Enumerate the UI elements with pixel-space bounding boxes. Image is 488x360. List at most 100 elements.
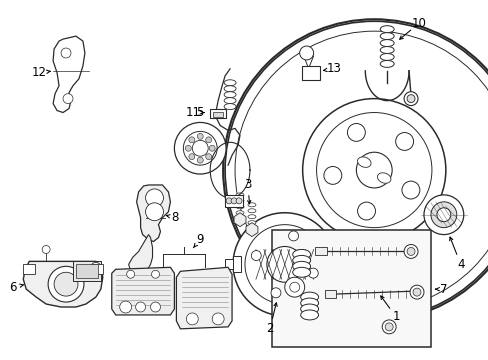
Circle shape	[183, 131, 217, 165]
Circle shape	[91, 262, 101, 272]
Circle shape	[266, 247, 302, 282]
Circle shape	[150, 302, 160, 312]
Circle shape	[385, 323, 392, 331]
Text: 5: 5	[196, 106, 203, 119]
Ellipse shape	[380, 33, 393, 40]
Circle shape	[307, 268, 318, 278]
Polygon shape	[53, 36, 85, 113]
Ellipse shape	[380, 40, 393, 46]
Ellipse shape	[300, 310, 318, 320]
Bar	[314, 247, 326, 255]
Circle shape	[192, 140, 208, 156]
Bar	[301, 66, 319, 80]
Circle shape	[403, 92, 417, 105]
Ellipse shape	[247, 227, 255, 231]
Text: 6: 6	[10, 281, 17, 294]
Circle shape	[409, 285, 423, 299]
Ellipse shape	[292, 255, 310, 265]
Ellipse shape	[224, 104, 236, 109]
Polygon shape	[23, 261, 102, 307]
Circle shape	[395, 132, 413, 150]
Circle shape	[323, 166, 341, 184]
Circle shape	[225, 198, 232, 204]
Circle shape	[48, 266, 84, 302]
Text: 10: 10	[411, 17, 426, 30]
Circle shape	[299, 46, 313, 60]
Circle shape	[382, 320, 395, 334]
Ellipse shape	[357, 157, 370, 167]
Circle shape	[188, 137, 194, 143]
Circle shape	[231, 198, 237, 204]
Polygon shape	[176, 267, 232, 329]
Circle shape	[205, 154, 211, 159]
Circle shape	[288, 231, 298, 241]
Circle shape	[205, 137, 211, 143]
Text: 9: 9	[196, 233, 203, 246]
Circle shape	[188, 154, 194, 159]
Ellipse shape	[224, 80, 236, 86]
Circle shape	[197, 133, 203, 139]
Circle shape	[42, 246, 50, 253]
Bar	[224, 260, 233, 269]
Ellipse shape	[224, 92, 236, 98]
Ellipse shape	[236, 211, 244, 215]
Ellipse shape	[300, 298, 318, 308]
Circle shape	[412, 288, 420, 296]
Ellipse shape	[300, 292, 318, 302]
Polygon shape	[112, 267, 174, 315]
Bar	[271, 230, 430, 347]
Circle shape	[357, 202, 375, 220]
Circle shape	[145, 203, 163, 221]
Circle shape	[346, 123, 365, 141]
Circle shape	[174, 122, 225, 174]
Ellipse shape	[292, 249, 310, 260]
Circle shape	[235, 31, 488, 309]
Ellipse shape	[236, 217, 244, 221]
Text: 4: 4	[456, 258, 464, 271]
Ellipse shape	[236, 205, 244, 209]
Circle shape	[61, 48, 71, 58]
Bar	[73, 261, 101, 281]
Circle shape	[54, 272, 78, 296]
Ellipse shape	[224, 86, 236, 92]
Polygon shape	[234, 213, 245, 227]
Ellipse shape	[380, 26, 393, 33]
Polygon shape	[136, 185, 170, 242]
Text: 1: 1	[391, 310, 399, 323]
Circle shape	[284, 277, 304, 297]
Circle shape	[151, 270, 159, 278]
Circle shape	[212, 313, 224, 325]
Circle shape	[63, 94, 73, 104]
Ellipse shape	[247, 203, 255, 207]
Circle shape	[236, 198, 242, 204]
Circle shape	[403, 244, 417, 258]
Text: 2: 2	[265, 322, 273, 336]
Circle shape	[302, 99, 445, 242]
Circle shape	[186, 313, 198, 325]
Circle shape	[406, 247, 414, 255]
Circle shape	[185, 145, 191, 151]
Ellipse shape	[380, 60, 393, 67]
Ellipse shape	[292, 267, 310, 277]
Polygon shape	[128, 235, 152, 274]
Ellipse shape	[300, 304, 318, 314]
Circle shape	[316, 113, 431, 228]
Bar	[213, 112, 223, 117]
Ellipse shape	[292, 261, 310, 271]
Ellipse shape	[224, 98, 236, 104]
Circle shape	[126, 270, 134, 278]
Polygon shape	[245, 223, 257, 237]
Bar	[324, 290, 336, 298]
Text: 12: 12	[32, 66, 46, 79]
Circle shape	[289, 282, 299, 292]
Ellipse shape	[247, 215, 255, 219]
Ellipse shape	[247, 221, 255, 225]
Circle shape	[436, 208, 450, 222]
Circle shape	[145, 189, 163, 207]
Ellipse shape	[247, 209, 255, 213]
Circle shape	[135, 302, 145, 312]
Bar	[23, 264, 35, 274]
Text: 13: 13	[326, 62, 341, 75]
Circle shape	[244, 225, 324, 304]
Bar	[224, 195, 243, 207]
